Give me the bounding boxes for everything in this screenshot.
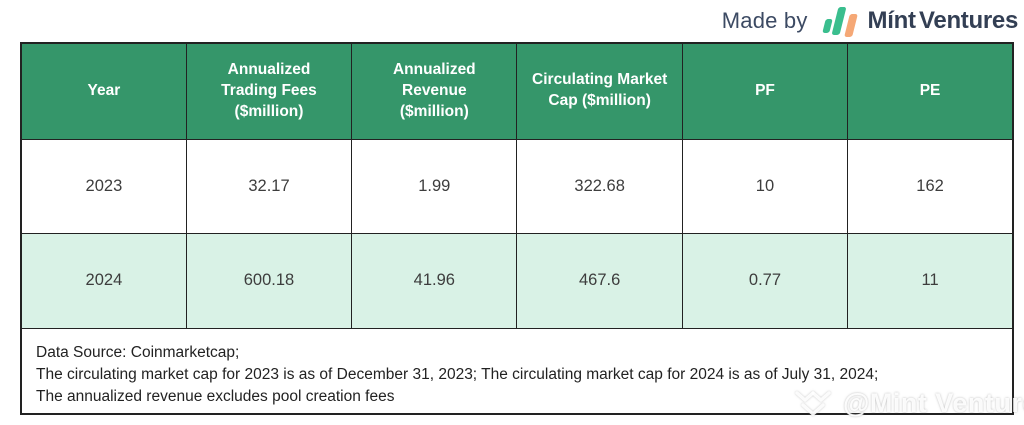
cell-2023-trading-fees: 32.17 xyxy=(185,138,353,234)
valuation-table: Year Annualized Trading Fees ($million) … xyxy=(20,42,1014,415)
brand-bar: Made by Mínt Ventures xyxy=(722,2,1018,40)
cell-2023-pf: 10 xyxy=(681,138,849,234)
cell-2024-pf: 0.77 xyxy=(681,232,849,329)
table-row-2023: 2023 32.17 1.99 322.68 10 162 xyxy=(20,138,1014,234)
column-header-revenue: Annualized Revenue ($million) xyxy=(351,42,518,140)
cell-2023-pe: 162 xyxy=(847,138,1014,234)
mint-ventures-logo-icon xyxy=(821,5,858,38)
column-header-year: Year xyxy=(20,42,187,140)
cell-2023-year: 2023 xyxy=(20,138,187,234)
column-header-pe: PE xyxy=(847,42,1014,140)
table-row-2024: 2024 600.18 41.96 467.6 0.77 11 xyxy=(20,232,1014,329)
column-header-trading-fees: Annualized Trading Fees ($million) xyxy=(185,42,353,140)
cell-2024-pe: 11 xyxy=(847,232,1014,329)
footnote-line-market-cap: The circulating market cap for 2023 is a… xyxy=(36,365,879,383)
table-footnote-row: Data Source: Coinmarketcap; The circulat… xyxy=(20,327,1014,415)
column-header-market-cap: Circulating Market Cap ($million) xyxy=(516,42,683,140)
footnote-line-revenue: The annualized revenue excludes pool cre… xyxy=(36,387,395,405)
table-header-row: Year Annualized Trading Fees ($million) … xyxy=(20,42,1014,140)
made-by-label: Made by xyxy=(721,8,808,33)
cell-2024-revenue: 41.96 xyxy=(351,232,518,329)
cell-2023-revenue: 1.99 xyxy=(351,138,518,234)
cell-2024-trading-fees: 600.18 xyxy=(185,232,353,329)
footnote-cell: Data Source: Coinmarketcap; The circulat… xyxy=(20,327,1014,415)
cell-2024-year: 2024 xyxy=(20,232,187,329)
mint-ventures-wordmark: Mínt Ventures xyxy=(867,7,1019,34)
cell-2023-market-cap: 322.68 xyxy=(516,138,683,234)
column-header-pf: PF xyxy=(681,42,849,140)
footnote-line-source: Data Source: Coinmarketcap; xyxy=(36,343,240,361)
cell-2024-market-cap: 467.6 xyxy=(516,232,683,329)
